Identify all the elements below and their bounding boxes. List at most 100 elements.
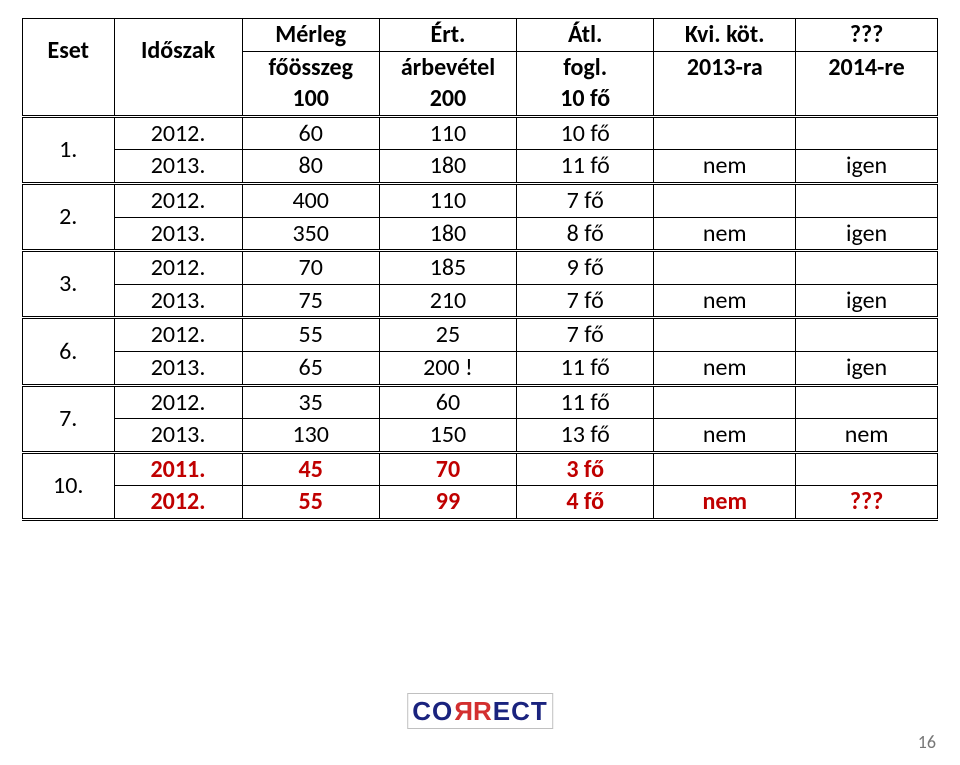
cell-kvi [654, 318, 796, 352]
cell-fogl: 11 fő [517, 150, 654, 184]
table-row: 7.2012.356011 fő [23, 385, 938, 419]
cell-fogl: 8 fő [517, 217, 654, 251]
cell-year: 2011. [114, 452, 242, 486]
table-row: 1.2012.6011010 fő [23, 116, 938, 150]
cell-arbev: 180 [379, 217, 516, 251]
cell-kvi: nem [654, 284, 796, 318]
table-row: 2013.8018011 főnemigen [23, 150, 938, 184]
cell-qqq [796, 318, 938, 352]
cell-year: 2012. [114, 116, 242, 150]
cell-kvi [654, 452, 796, 486]
cell-arbev: 150 [379, 419, 516, 453]
cell-eset: 7. [23, 385, 115, 452]
col-header-merleg-2: főösszeg [242, 51, 379, 83]
cell-arbev: 110 [379, 183, 516, 217]
cell-merleg: 55 [242, 318, 379, 352]
cell-qqq: igen [796, 284, 938, 318]
logo-part-r: R [473, 696, 493, 727]
logo-part-ect: ECT [493, 696, 548, 727]
cell-kvi: nem [654, 351, 796, 385]
col-header-idoszak: Időszak [114, 19, 242, 84]
cell-eset: 10. [23, 452, 115, 519]
col-header-fogl-1: Átl. [517, 19, 654, 52]
cell-merleg: 60 [242, 116, 379, 150]
cell-qqq: igen [796, 351, 938, 385]
cell-qqq [796, 452, 938, 486]
subheader-fogl: 10 fő [517, 83, 654, 116]
table-row: 6.2012.55257 fő [23, 318, 938, 352]
cell-year: 2012. [114, 183, 242, 217]
cell-arbev: 185 [379, 251, 516, 285]
cell-kvi: nem [654, 217, 796, 251]
subheader-empty [23, 83, 115, 116]
col-header-kvi-1: Kvi. köt. [654, 19, 796, 52]
cell-arbev: 99 [379, 486, 516, 520]
cell-eset: 1. [23, 116, 115, 183]
cell-merleg: 45 [242, 452, 379, 486]
subheader-empty [114, 83, 242, 116]
cell-year: 2012. [114, 318, 242, 352]
cell-qqq [796, 385, 938, 419]
cell-qqq: nem [796, 419, 938, 453]
cell-year: 2013. [114, 419, 242, 453]
correct-logo: CO R R ECT [407, 693, 553, 729]
table-row: 2013.3501808 főnemigen [23, 217, 938, 251]
logo-part-reversed-r: R [453, 696, 473, 727]
col-header-qqq-1: ??? [796, 19, 938, 52]
cell-year: 2013. [114, 217, 242, 251]
cell-fogl: 11 fő [517, 385, 654, 419]
cell-fogl: 7 fő [517, 284, 654, 318]
cell-arbev: 25 [379, 318, 516, 352]
cell-merleg: 350 [242, 217, 379, 251]
cell-qqq [796, 183, 938, 217]
cell-qqq [796, 251, 938, 285]
cell-kvi: nem [654, 419, 796, 453]
cell-year: 2013. [114, 150, 242, 184]
cell-fogl: 11 fő [517, 351, 654, 385]
col-header-arbev-1: Ért. [379, 19, 516, 52]
col-header-fogl-2: fogl. [517, 51, 654, 83]
cell-fogl: 9 fő [517, 251, 654, 285]
cell-merleg: 55 [242, 486, 379, 520]
cell-year: 2012. [114, 385, 242, 419]
data-table: Eset Időszak Mérleg Ért. Átl. Kvi. köt. … [22, 18, 938, 521]
table-row: 3.2012.701859 fő [23, 251, 938, 285]
cell-arbev: 200 ! [379, 351, 516, 385]
cell-fogl: 7 fő [517, 183, 654, 217]
cell-arbev: 60 [379, 385, 516, 419]
cell-qqq: igen [796, 150, 938, 184]
cell-qqq: igen [796, 217, 938, 251]
cell-eset: 3. [23, 251, 115, 318]
cell-merleg: 75 [242, 284, 379, 318]
cell-kvi [654, 116, 796, 150]
cell-merleg: 80 [242, 150, 379, 184]
table-row: 2012.55994 főnem??? [23, 486, 938, 520]
cell-arbev: 110 [379, 116, 516, 150]
cell-year: 2013. [114, 351, 242, 385]
cell-kvi [654, 385, 796, 419]
cell-arbev: 180 [379, 150, 516, 184]
cell-arbev: 70 [379, 452, 516, 486]
cell-kvi: nem [654, 486, 796, 520]
cell-merleg: 400 [242, 183, 379, 217]
table-row: 2013.752107 főnemigen [23, 284, 938, 318]
cell-qqq: ??? [796, 486, 938, 520]
col-header-arbev-2: árbevétel [379, 51, 516, 83]
subheader-empty [796, 83, 938, 116]
cell-kvi [654, 251, 796, 285]
cell-kvi: nem [654, 150, 796, 184]
table-row: 2.2012.4001107 fő [23, 183, 938, 217]
cell-fogl: 4 fő [517, 486, 654, 520]
logo-part-co: CO [412, 696, 453, 727]
cell-qqq [796, 116, 938, 150]
col-header-eset: Eset [23, 19, 115, 84]
subheader-merleg: 100 [242, 83, 379, 116]
cell-merleg: 130 [242, 419, 379, 453]
table-row: 10.2011.45703 fő [23, 452, 938, 486]
subheader-empty [654, 83, 796, 116]
cell-merleg: 65 [242, 351, 379, 385]
page-number: 16 [918, 731, 936, 753]
cell-eset: 6. [23, 318, 115, 385]
cell-fogl: 7 fő [517, 318, 654, 352]
cell-merleg: 70 [242, 251, 379, 285]
